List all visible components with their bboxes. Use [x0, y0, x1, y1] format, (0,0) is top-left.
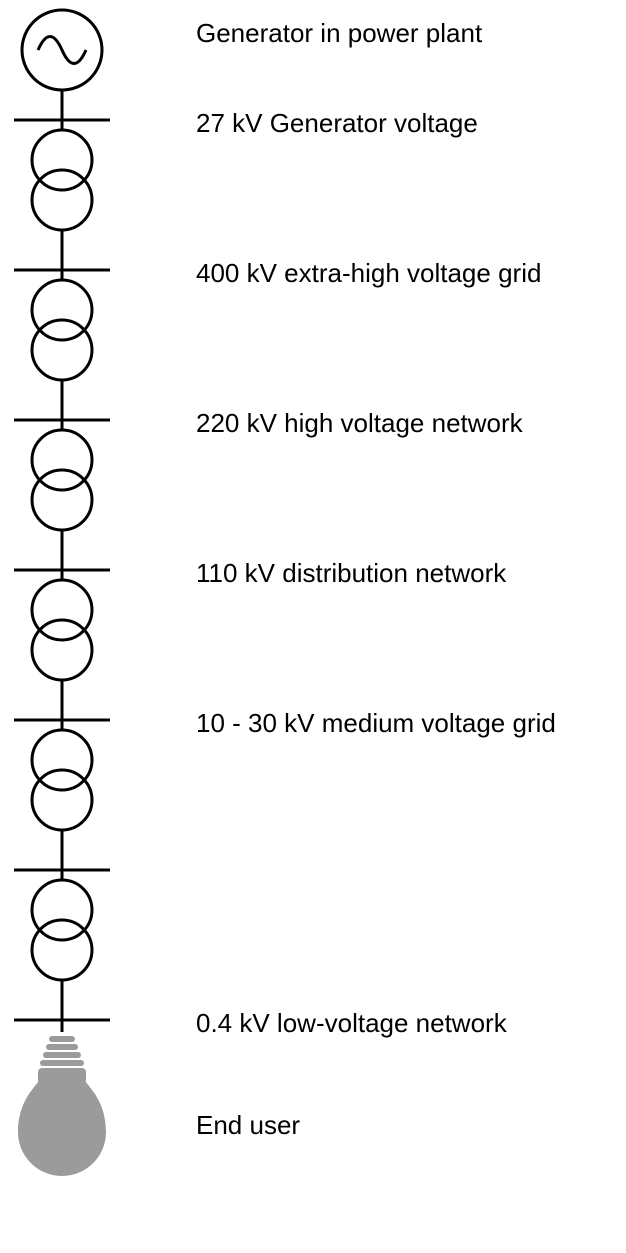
- transformer-coil: [32, 580, 92, 640]
- stage-label: 0.4 kV low-voltage network: [196, 1008, 507, 1039]
- bulb-icon: [18, 1078, 106, 1176]
- transformer-coil: [32, 920, 92, 980]
- transformer-coil: [32, 470, 92, 530]
- transformer-coil: [32, 170, 92, 230]
- stage-label: End user: [196, 1110, 300, 1141]
- transformer-coil: [32, 770, 92, 830]
- transformer-coil: [32, 280, 92, 340]
- diagram-svg: [0, 0, 626, 1253]
- transformer-coil: [32, 620, 92, 680]
- power-grid-diagram: Generator in power plant 27 kV Generator …: [0, 0, 626, 1253]
- stage-label: 110 kV distribution network: [196, 558, 506, 589]
- stage-label: 220 kV high voltage network: [196, 408, 523, 439]
- sine-icon: [38, 37, 86, 64]
- stage-label: Generator in power plant: [196, 18, 482, 49]
- transformer-coil: [32, 130, 92, 190]
- bulb-base-ring: [43, 1052, 81, 1058]
- stage-label: 10 - 30 kV medium voltage grid: [196, 708, 556, 739]
- transformer-coil: [32, 880, 92, 940]
- transformer-coil: [32, 320, 92, 380]
- bulb-base-ring: [46, 1044, 78, 1050]
- bulb-base-ring: [49, 1036, 75, 1042]
- stage-label: 400 kV extra-high voltage grid: [196, 258, 541, 289]
- bulb-base-ring: [40, 1060, 84, 1066]
- transformer-coil: [32, 430, 92, 490]
- transformer-coil: [32, 730, 92, 790]
- stage-label: 27 kV Generator voltage: [196, 108, 478, 139]
